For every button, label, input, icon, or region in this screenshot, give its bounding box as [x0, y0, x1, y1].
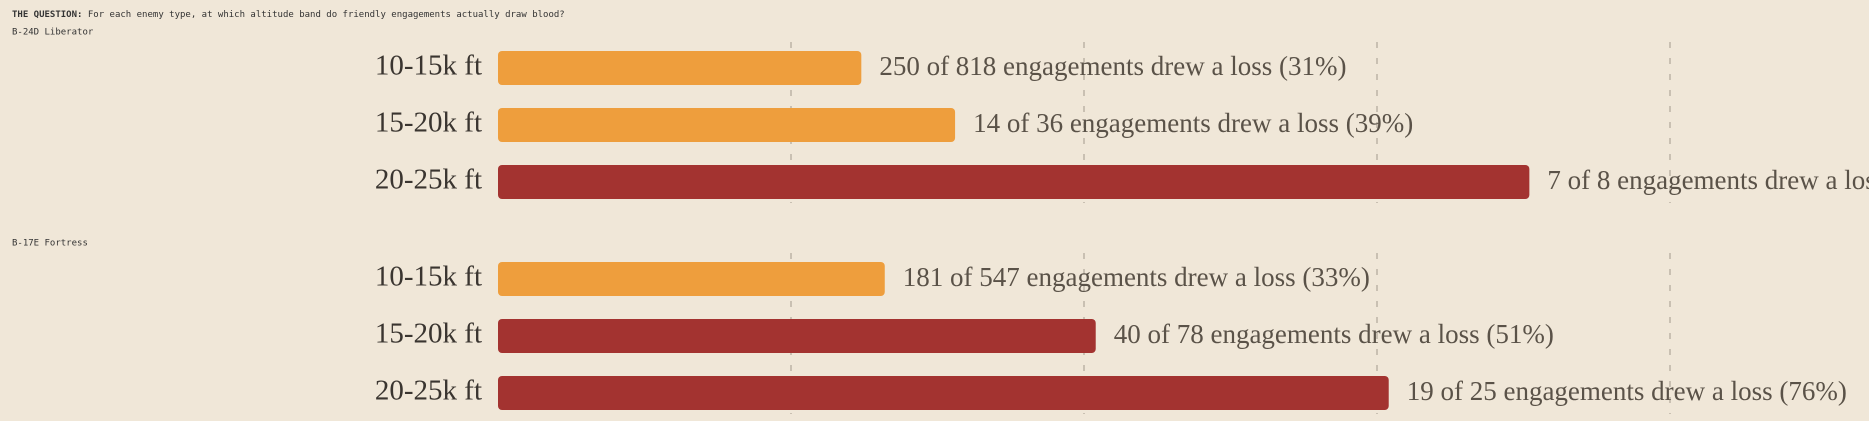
bar — [498, 376, 1389, 410]
category-label: 10-15k ft — [375, 50, 482, 82]
bar — [498, 165, 1530, 199]
value-label: 181 of 547 engagements drew a loss (33%) — [903, 262, 1370, 292]
bar — [498, 319, 1096, 353]
question-label: THE QUESTION: — [12, 10, 82, 20]
question: THE QUESTION: For each enemy type, at wh… — [12, 10, 565, 20]
category-label: 20-25k ft — [375, 164, 482, 196]
bar — [498, 108, 956, 142]
bar — [498, 51, 862, 85]
value-label: 7 of 8 engagements drew a loss (88%) — [1547, 165, 1869, 195]
group-title: B-24D Liberator — [12, 28, 94, 38]
category-label: 10-15k ft — [375, 261, 482, 293]
question-text: For each enemy type, at which altitude b… — [88, 10, 565, 20]
category-label: 20-25k ft — [375, 375, 482, 407]
value-label: 19 of 25 engagements drew a loss (76%) — [1407, 376, 1847, 406]
value-label: 40 of 78 engagements drew a loss (51%) — [1114, 319, 1554, 349]
value-label: 250 of 818 engagements drew a loss (31%) — [879, 51, 1346, 81]
group-title: B-17E Fortress — [12, 239, 88, 249]
bar — [498, 262, 885, 296]
value-label: 14 of 36 engagements drew a loss (39%) — [973, 108, 1413, 138]
category-label: 15-20k ft — [375, 107, 482, 139]
category-label: 15-20k ft — [375, 318, 482, 350]
